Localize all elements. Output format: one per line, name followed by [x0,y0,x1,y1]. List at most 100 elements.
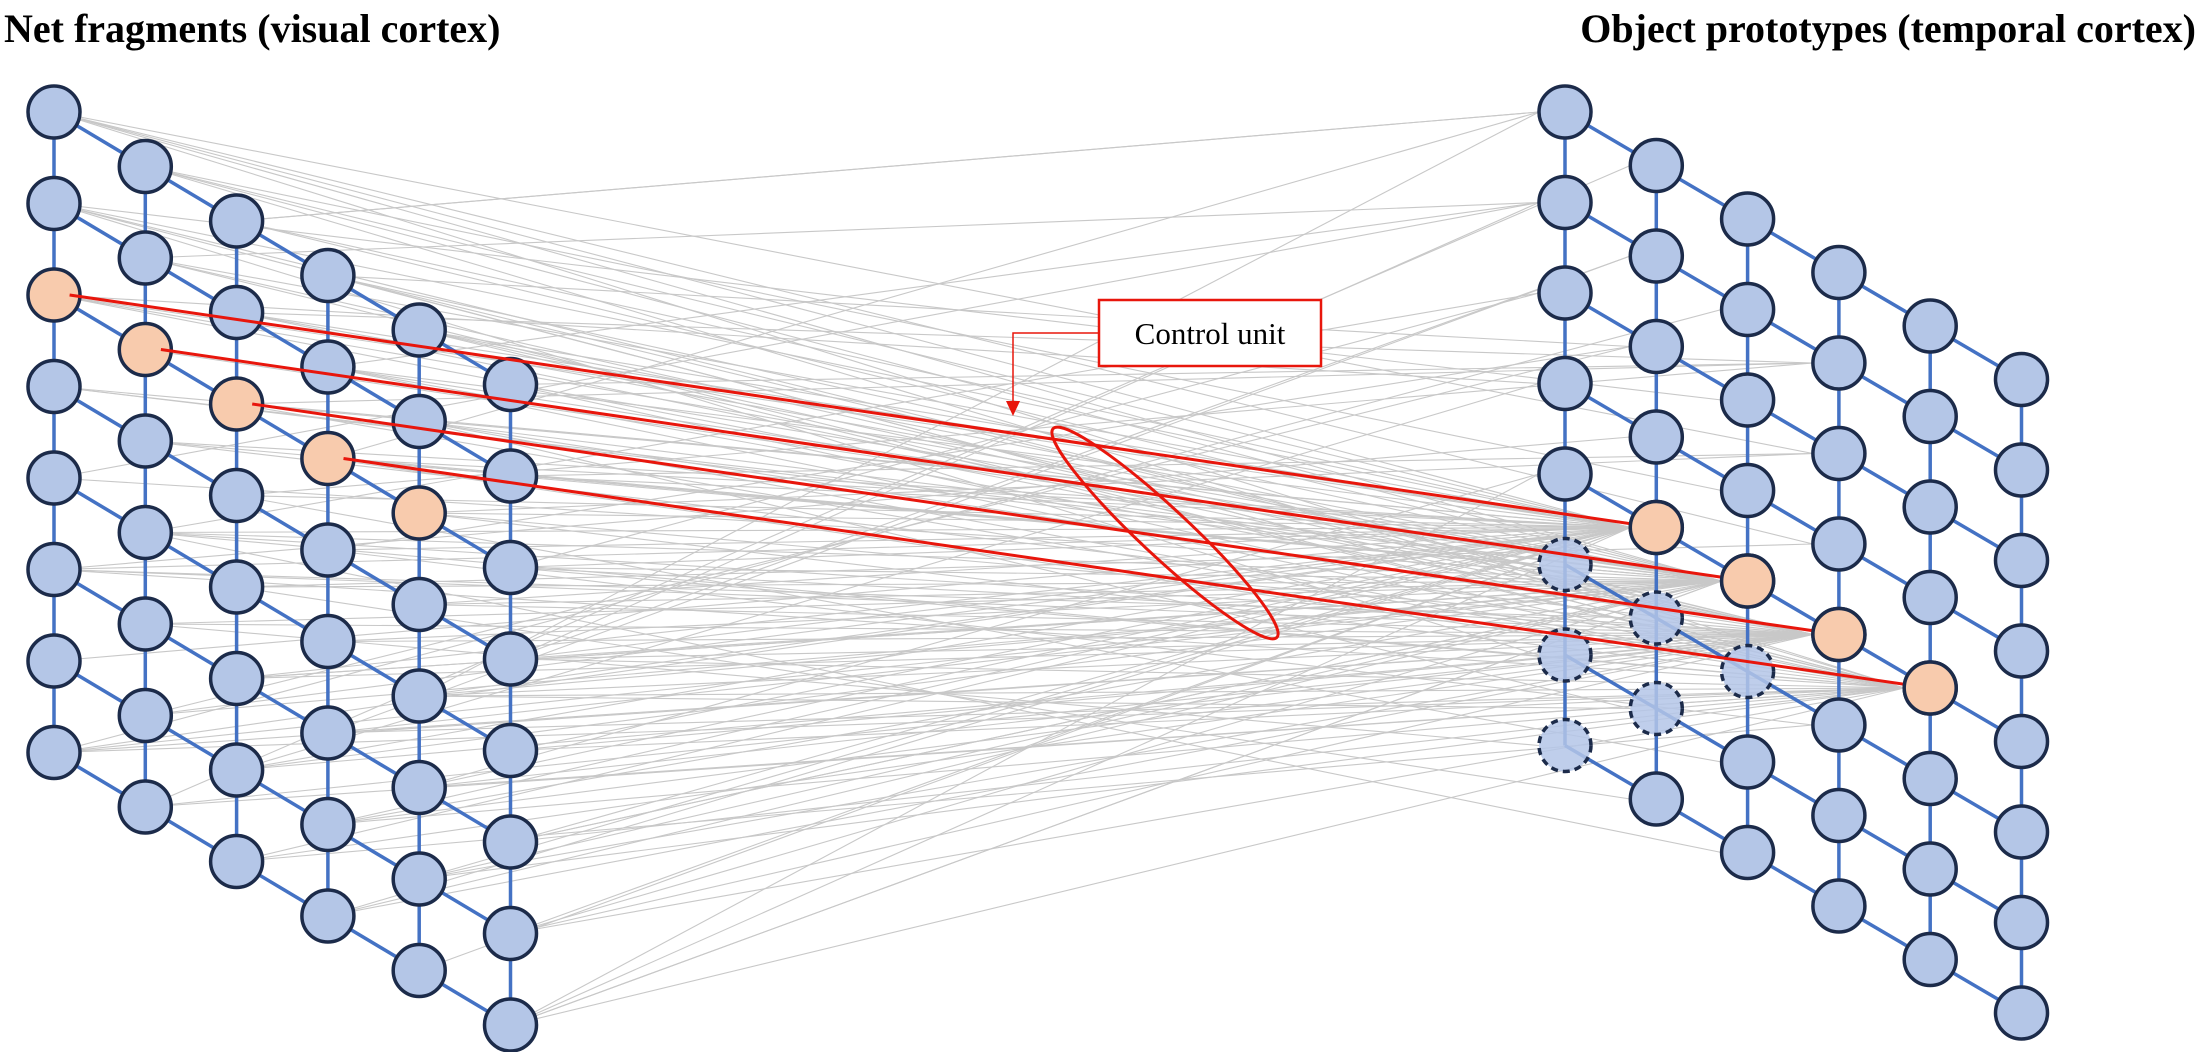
grid-node [1537,84,1593,140]
grid-node [1811,697,1867,753]
connection-line [53,294,1540,385]
connection-line [510,580,1722,843]
grid-node [1993,985,2050,1041]
grid-node [26,84,82,140]
grid-node [1719,191,1776,247]
connection-line [510,580,1722,660]
connection-line [510,526,1631,1026]
grid-node [1993,894,2050,951]
grid-node [1719,372,1776,428]
highlighted-node [1719,553,1776,609]
grid-node [1811,878,1867,934]
grid-node [1628,680,1685,737]
connection-line [510,687,1905,1026]
control-unit-arrow-icon [1006,401,1020,416]
connection-line [418,111,1540,697]
grid-node [391,576,447,633]
connection-line [419,526,1631,789]
connection-line [327,366,1631,529]
connection-line [419,329,1722,582]
grid-node [391,759,447,816]
grid-node [26,541,82,598]
connection-line [145,531,1722,582]
grid-node [391,393,447,450]
grid-node [26,358,82,415]
grid-node [300,796,356,853]
connection-line [510,526,1631,752]
grid-node [117,138,174,195]
connection-line [327,526,1631,826]
grid-node [482,448,539,504]
control-unit-leader-line [1012,332,1099,403]
grid-node [1811,516,1867,572]
connection-line [510,633,1814,935]
grid-node [1537,355,1593,412]
grid-node [391,668,447,724]
connection-line [510,526,1631,660]
connection-line [236,526,1631,863]
grid-node [1902,298,1958,354]
connection-line [419,420,1631,710]
connection-line [53,385,1540,566]
grid-node [26,175,82,232]
grid-node [1537,265,1593,321]
grid-node [1902,750,1958,807]
grid-node [300,613,356,670]
grid-node [208,559,265,615]
highlighted-node [1902,660,1958,716]
control-unit-box [1097,298,1323,368]
grid-node [117,230,174,286]
grid-node [1811,335,1867,391]
control-unit-callout: Control unit [1006,298,1323,641]
grid-node [300,522,356,578]
connection-line [327,457,1631,529]
connection-line [236,526,1631,771]
grid-node [1537,446,1593,502]
control-unit-ellipse [1050,425,1280,641]
grid-node [1993,804,2050,860]
grid-node [1719,734,1776,790]
grid-node [1537,717,1593,774]
connection-line [510,658,1905,689]
grid-node [1537,174,1593,231]
connection-line [510,201,1540,660]
grid-node [391,942,447,999]
grid-node [300,339,356,395]
active-connection-line [160,348,1748,583]
grid-node [117,413,174,469]
grid-node [1628,409,1685,465]
grid-node [300,705,356,761]
grid-node [1993,713,2050,770]
grid-node [300,888,356,944]
active-connection-line [69,293,1657,529]
connection-line [419,526,1631,606]
right-title: Object prototypes (temporal cortex) [1580,6,2196,51]
grid-node [1902,569,1958,626]
grid-node [1719,824,1776,881]
grid-node [1993,623,2050,679]
grid-node [482,539,539,596]
connection-line [145,440,1631,529]
connection-line [145,531,1905,689]
grid-node [117,779,174,835]
grid-node [1628,228,1685,284]
grid-node [1719,281,1776,338]
connection-line [510,580,1722,1026]
connection-line [236,220,1631,529]
connection-line [145,292,1540,534]
grid-node [482,814,539,870]
grid-node [117,504,174,561]
connection-line [145,165,1722,492]
grid-node [482,722,539,779]
grid-node [208,650,265,707]
connection-line [510,362,1813,386]
connection-line [236,403,1631,529]
highlighted-node [1628,499,1685,556]
grid-node [117,596,174,652]
connection-line [145,345,1631,717]
highlighted-node [391,485,447,541]
connection-line [510,566,1813,636]
connection-line [419,473,1540,789]
connection-line [510,526,1631,569]
